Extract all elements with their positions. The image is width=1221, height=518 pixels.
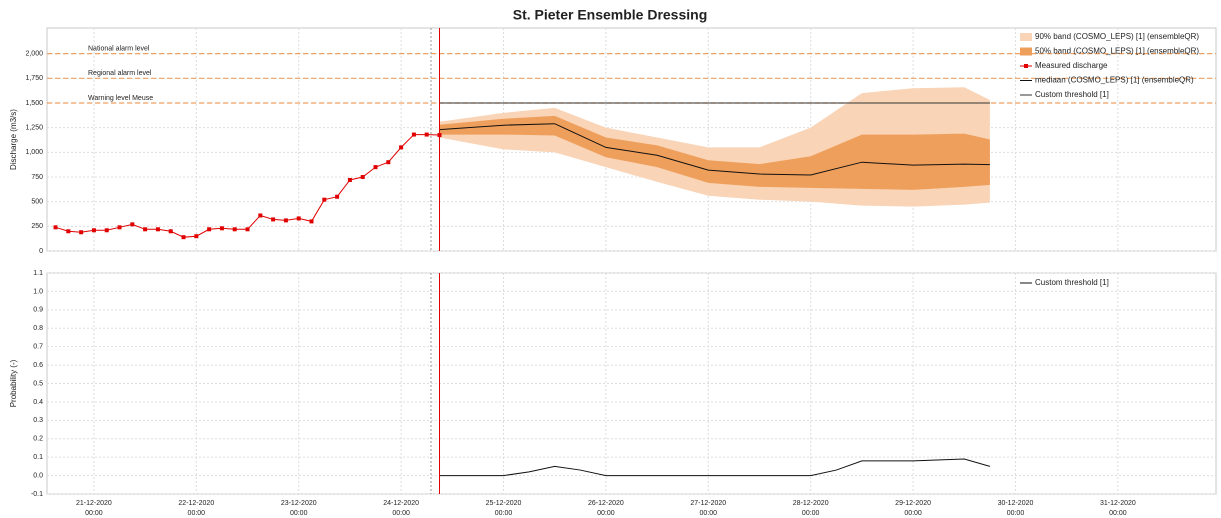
data-point (360, 174, 365, 179)
y-tick-label: 0.7 (33, 344, 43, 351)
y-tick-label: 1,750 (25, 75, 43, 82)
x-tick-label: 00:00 (495, 510, 513, 517)
data-point (322, 197, 327, 202)
data-point (245, 227, 250, 232)
x-tick-label: 00:00 (802, 510, 820, 517)
legend-swatch (1020, 33, 1032, 41)
x-tick-label: 22-12-2020 (178, 500, 214, 507)
x-tick-label: 23-12-2020 (281, 500, 317, 507)
y-tick-label: 2,000 (25, 50, 43, 57)
legend-label: Custom threshold [1] (1035, 90, 1109, 99)
x-tick-label: 30-12-2020 (998, 500, 1034, 507)
y-axis-label: Discharge (m3/s) (9, 109, 18, 170)
data-point (53, 225, 58, 230)
legend-swatch (1020, 47, 1032, 56)
legend-marker (1024, 64, 1028, 68)
data-point (91, 228, 96, 233)
line (439, 123, 990, 176)
y-axis-label: Probability (-) (9, 359, 18, 407)
x-tick-label: 24-12-2020 (383, 500, 419, 507)
x-tick-label: 21-12-2020 (76, 500, 112, 507)
x-tick-label: 00:00 (1109, 510, 1127, 517)
data-point (373, 165, 378, 170)
x-tick-label: 27-12-2020 (690, 500, 726, 507)
x-tick-label: 00:00 (392, 510, 410, 517)
data-point (181, 235, 186, 240)
y-tick-label: 0.1 (33, 454, 43, 461)
y-tick-label: 0 (39, 248, 43, 255)
data-point (117, 225, 122, 230)
data-point (130, 222, 135, 227)
x-tick-label: 00:00 (700, 510, 718, 517)
level-label: Regional alarm level (88, 70, 152, 77)
y-tick-label: 1.1 (33, 270, 43, 277)
x-tick-label: 29-12-2020 (895, 500, 931, 507)
y-tick-label: 250 (31, 223, 43, 230)
line (439, 458, 991, 477)
y-tick-label: 1,500 (25, 100, 43, 107)
data-point (296, 216, 301, 221)
data-point (271, 217, 276, 222)
data-point (79, 230, 84, 235)
data-point (283, 218, 288, 223)
level-label: Warning level Meuse (88, 95, 153, 102)
legend-label: 90% band (COSMO_LEPS) [1] (ensembleQR) (1035, 32, 1199, 41)
data-point (335, 194, 340, 199)
x-tick-label: 00:00 (1007, 510, 1025, 517)
x-tick-label: 00:00 (290, 510, 308, 517)
legend-label: Custom threshold [1] (1035, 278, 1109, 287)
data-point (207, 227, 212, 232)
chart-title: St. Pieter Ensemble Dressing (513, 7, 708, 23)
x-tick-label: 00:00 (188, 510, 206, 517)
data-point (232, 227, 237, 232)
data-point (194, 234, 199, 239)
y-tick-label: 0.9 (33, 307, 43, 314)
level-label: National alarm level (88, 45, 150, 52)
y-tick-label: 0.3 (33, 417, 43, 424)
data-point (155, 227, 160, 232)
y-tick-label: 0.6 (33, 362, 43, 369)
data-point (104, 228, 109, 233)
y-tick-label: 1,250 (25, 125, 43, 132)
x-tick-label: 00:00 (904, 510, 922, 517)
y-tick-label: 1.0 (33, 288, 43, 295)
y-tick-label: 500 (31, 199, 43, 206)
y-tick-label: 0.4 (33, 399, 43, 406)
data-point (309, 219, 314, 224)
data-point (424, 132, 429, 137)
legend-label: Measured discharge (1035, 61, 1108, 70)
data-point (258, 213, 263, 218)
y-tick-label: 1,000 (25, 149, 43, 156)
y-tick-label: 750 (31, 174, 43, 181)
x-tick-label: 00:00 (597, 510, 615, 517)
legend-label: mediaan (COSMO_LEPS) [1] (ensembleQR) (1035, 76, 1194, 85)
data-point (399, 145, 404, 150)
data-point (143, 227, 148, 232)
y-tick-label: -0.1 (31, 491, 43, 498)
y-tick-label: 0.5 (33, 380, 43, 387)
y-tick-label: 0.8 (33, 325, 43, 332)
y-tick-label: 0.2 (33, 436, 43, 443)
x-tick-label: 00:00 (85, 510, 103, 517)
data-point (411, 132, 416, 137)
x-tick-label: 31-12-2020 (1100, 500, 1136, 507)
x-tick-label: 26-12-2020 (588, 500, 624, 507)
x-tick-label: 28-12-2020 (793, 500, 829, 507)
x-tick-label: 25-12-2020 (486, 500, 522, 507)
data-point (386, 160, 391, 165)
data-point (347, 177, 352, 182)
data-point (219, 226, 224, 231)
data-point (66, 229, 71, 234)
y-tick-label: 0.0 (33, 472, 43, 479)
data-point (168, 229, 173, 234)
legend-label: 50% band (COSMO_LEPS) [1] (ensembleQR) (1035, 47, 1199, 56)
